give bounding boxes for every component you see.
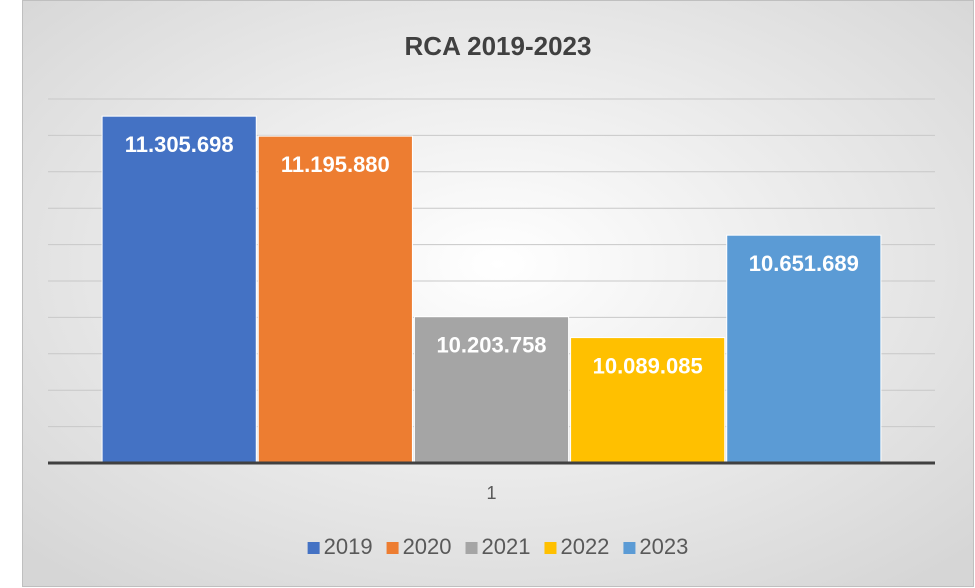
x-tick-label: 1: [486, 483, 496, 503]
legend-swatch: [544, 542, 557, 554]
data-label: 10.651.689: [749, 251, 859, 276]
legend-label: 2022: [560, 534, 609, 559]
bar: [726, 234, 882, 464]
legend-label: 2020: [403, 534, 452, 559]
bar: [570, 337, 726, 464]
data-label: 10.203.758: [436, 333, 546, 358]
legend-label: 2023: [639, 534, 688, 559]
data-label: 10.089.085: [593, 353, 703, 378]
bar: [257, 135, 413, 464]
legend-swatch: [623, 542, 636, 554]
bar: [101, 115, 257, 464]
legend-swatch: [307, 542, 320, 554]
data-label: 11.195.880: [281, 152, 390, 177]
chart-title: RCA 2019-2023: [405, 31, 592, 61]
data-label: 11.305.698: [125, 132, 234, 157]
legend-label: 2021: [482, 534, 531, 559]
bar: [413, 316, 570, 464]
legend-swatch: [386, 542, 399, 554]
legend-swatch: [465, 542, 478, 554]
legend-label: 2019: [324, 534, 373, 559]
